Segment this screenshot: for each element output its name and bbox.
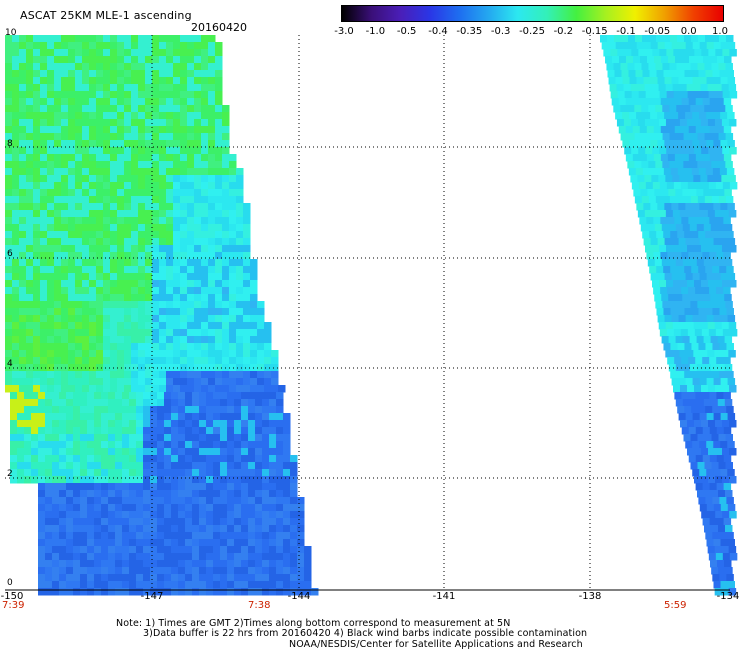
y-tick-8: 8 xyxy=(7,139,13,149)
time-label-west: 7:39 xyxy=(2,600,25,611)
x-tick-134: -134 xyxy=(716,591,740,602)
colorbar-label: -0.25 xyxy=(519,26,545,37)
x-tick-141: -141 xyxy=(432,591,456,602)
colorbar-label: -0.2 xyxy=(553,26,574,37)
colorbar-label: -0.15 xyxy=(581,26,608,37)
colorbar-label: 1.0 xyxy=(712,26,728,37)
x-tick-150: -150 xyxy=(0,591,24,602)
colorbar-label: -0.4 xyxy=(428,26,448,37)
colorbar-label: 0.0 xyxy=(680,26,697,37)
note-line-3: NOAA/NESDIS/Center for Satellite Applica… xyxy=(289,639,583,650)
gridlines xyxy=(5,35,730,590)
note-line-1: Note: 1) Times are GMT 2)Times along bot… xyxy=(116,618,511,629)
y-tick-0: 0 xyxy=(7,578,13,588)
product-title: ASCAT 25KM MLE-1 ascending xyxy=(20,9,192,22)
y-tick-10: 10 xyxy=(5,28,17,38)
colorbar-label: -3.0 xyxy=(334,26,354,37)
swath-left xyxy=(5,35,319,596)
x-tick-144: -144 xyxy=(287,591,311,602)
colorbar-label: -0.3 xyxy=(490,26,511,37)
x-tick-147: -147 xyxy=(140,591,164,602)
y-tick-4: 4 xyxy=(7,359,13,369)
note-line-2: 3)Data buffer is 22 hrs from 20160420 4)… xyxy=(143,628,588,639)
colorbar-label: -0.35 xyxy=(456,26,483,37)
colorbar-label: -0.05 xyxy=(644,26,671,37)
time-label-east: 5:59 xyxy=(664,600,687,611)
colorbar xyxy=(341,5,724,22)
swath-right xyxy=(600,35,738,596)
colorbar-label: -1.0 xyxy=(365,26,386,37)
colorbar-label: -0.1 xyxy=(616,26,636,37)
x-tick-138: -138 xyxy=(578,591,602,602)
product-date: 20160420 xyxy=(191,21,247,34)
y-tick-6: 6 xyxy=(7,249,13,259)
colorbar-label: -0.5 xyxy=(396,26,417,37)
y-tick-2: 2 xyxy=(7,469,13,479)
time-label-mid: 7:38 xyxy=(248,600,271,611)
